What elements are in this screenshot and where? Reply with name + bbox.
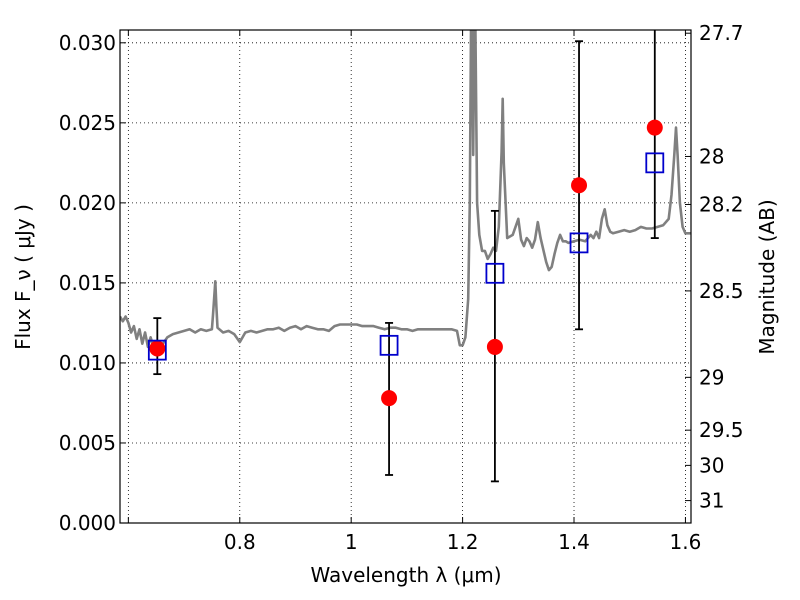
y-tick-label: 0.025: [59, 111, 116, 135]
y2-tick-label: 28: [699, 144, 724, 168]
y-tick-label: 0.000: [59, 511, 116, 535]
y2-tick-label: 29: [699, 365, 724, 389]
x-tick-label: 1.2: [447, 530, 479, 554]
y-tick-label: 0.015: [59, 271, 116, 295]
model-squares: [147, 152, 665, 361]
spectrum-line: [120, 30, 691, 349]
y2-tick-label: 31: [699, 489, 724, 513]
x-tick-label: 1.4: [558, 530, 590, 554]
model-square: [379, 334, 399, 356]
model-square: [147, 339, 167, 361]
axis-ticks: 0.8 1 1.2 1.4 1.6 0.000 0.005 0.010 0.015 0.020 0.…: [59, 21, 744, 554]
y-axis-label: Flux F_ν ( μJy ): [11, 204, 35, 350]
model-square: [485, 262, 505, 284]
spectrum-series: [120, 30, 691, 349]
observed-point: [149, 340, 166, 357]
observed-point: [571, 177, 588, 194]
model-square: [569, 232, 589, 254]
observed-point: [486, 338, 503, 355]
observed-point: [646, 119, 663, 136]
model-square: [645, 152, 665, 174]
x-tick-label: 0.8: [224, 530, 256, 554]
y2-tick-label: 29.5: [699, 418, 744, 442]
y-tick-label: 0.005: [59, 431, 116, 455]
y-tick-label: 0.020: [59, 191, 116, 215]
observed-points: [149, 119, 663, 407]
observed-point: [381, 390, 398, 407]
x-tick-label: 1: [345, 530, 358, 554]
x-axis-label: Wavelength λ (μm): [310, 563, 501, 587]
plot-frame: [119, 29, 692, 524]
y-tick-label: 0.030: [59, 31, 116, 55]
y2-axis-label: Magnitude (AB): [755, 199, 779, 354]
y2-tick-label: 28.2: [699, 192, 744, 216]
y-tick-label: 0.010: [59, 351, 116, 375]
y2-tick-label: 30: [699, 453, 724, 477]
y2-tick-label: 28.5: [699, 279, 744, 303]
y2-tick-label: 27.7: [699, 21, 744, 45]
x-tick-label: 1.6: [670, 530, 702, 554]
